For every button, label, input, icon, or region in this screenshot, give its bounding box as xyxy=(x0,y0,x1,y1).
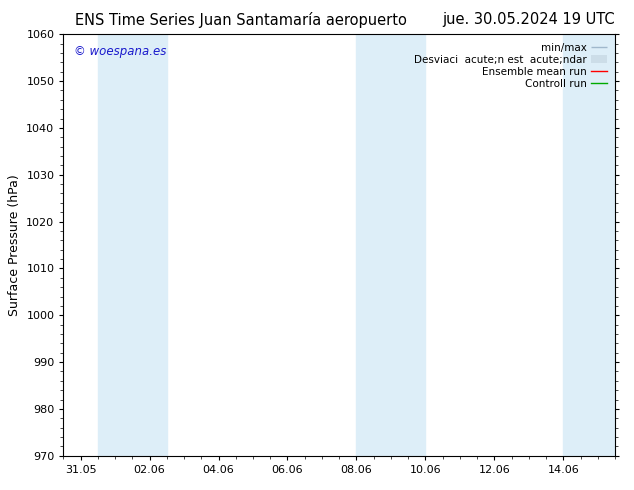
Y-axis label: Surface Pressure (hPa): Surface Pressure (hPa) xyxy=(8,174,21,316)
Bar xyxy=(356,34,425,456)
Text: jue. 30.05.2024 19 UTC: jue. 30.05.2024 19 UTC xyxy=(443,12,615,27)
Text: ENS Time Series Juan Santamaría aeropuerto: ENS Time Series Juan Santamaría aeropuer… xyxy=(75,12,407,28)
Bar xyxy=(563,34,615,456)
Bar xyxy=(98,34,167,456)
Legend: min/max, Desviaci  acute;n est  acute;ndar, Ensemble mean run, Controll run: min/max, Desviaci acute;n est acute;ndar… xyxy=(411,40,610,92)
Text: © woespana.es: © woespana.es xyxy=(74,45,167,58)
